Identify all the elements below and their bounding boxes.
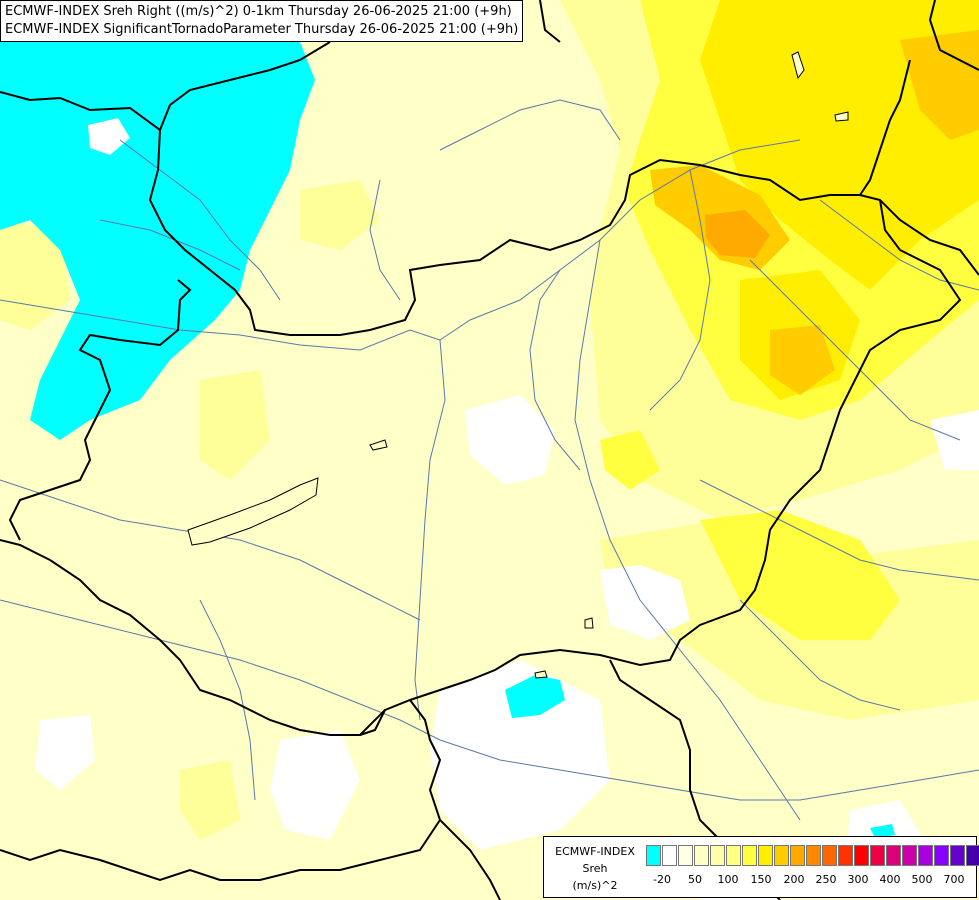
legend-title-model: ECMWF-INDEX — [555, 845, 635, 858]
legend-swatch — [902, 845, 917, 866]
legend-swatch — [758, 845, 773, 866]
legend-swatch — [694, 845, 709, 866]
lakes — [187, 51, 849, 679]
legend-swatch — [806, 845, 821, 866]
legend-swatch — [870, 845, 885, 866]
legend-tick-label: 400 — [879, 873, 901, 886]
rivers — [0, 99, 979, 821]
legend-tick-label: 250 — [815, 873, 837, 886]
legend-tick-labels: -20 50 100 150 200 250 300 400 500 700 — [646, 873, 976, 887]
sreh-near-zero-hole — [88, 118, 130, 155]
legend-swatch — [934, 845, 949, 866]
legend-tick-label: 500 — [911, 873, 933, 886]
legend-swatch — [726, 845, 741, 866]
legend-swatch — [646, 845, 661, 866]
legend-swatch — [710, 845, 725, 866]
legend-swatch — [662, 845, 677, 866]
legend-swatch — [790, 845, 805, 866]
color-legend: ECMWF-INDEX Sreh (m/s)^2 -20 50 100 150 200 2… — [543, 836, 979, 898]
map-header: ECMWF-INDEX Sreh Right ((m/s)^2) 0-1km T… — [0, 0, 523, 42]
header-title-line1: ECMWF-INDEX Sreh Right ((m/s)^2) 0-1km T… — [5, 4, 512, 19]
legend-swatches — [646, 845, 979, 866]
legend-swatch — [966, 845, 979, 866]
legend-title-unit: (m/s)^2 — [572, 879, 618, 892]
legend-swatch — [886, 845, 901, 866]
legend-tick-label: 300 — [847, 873, 869, 886]
sreh-max-core — [705, 210, 770, 258]
legend-swatch — [950, 845, 965, 866]
legend-tick-label: -20 — [653, 873, 671, 886]
legend-swatch — [918, 845, 933, 866]
header-title-line2: ECMWF-INDEX SignificantTornadoParameter … — [5, 22, 519, 37]
legend-tick-label: 50 — [688, 873, 702, 886]
legend-tick-label: 700 — [943, 873, 965, 886]
legend-title-parameter: Sreh — [582, 862, 608, 875]
legend-swatch — [822, 845, 837, 866]
legend-tick-label: 100 — [717, 873, 739, 886]
legend-tick-label: 150 — [750, 873, 772, 886]
legend-swatch — [854, 845, 869, 866]
legend-swatch — [742, 845, 757, 866]
legend-tick-label: 200 — [783, 873, 805, 886]
legend-swatch — [774, 845, 789, 866]
legend-swatch — [678, 845, 693, 866]
legend-swatch — [838, 845, 853, 866]
